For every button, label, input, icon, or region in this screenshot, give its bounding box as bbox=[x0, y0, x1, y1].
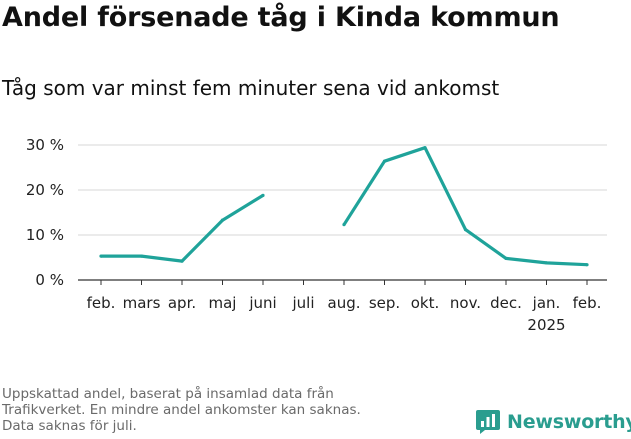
x-tick-labels: feb. mars apr. maj juni juli aug. sep. okt. nov. d… bbox=[87, 294, 602, 334]
footnote-line: Trafikverket. En mindre andel ankomster … bbox=[2, 402, 361, 418]
x-tick-label: sep. bbox=[369, 294, 400, 312]
data-point bbox=[180, 259, 184, 263]
data-point bbox=[342, 223, 346, 227]
footnote-line: Data saknas för juli. bbox=[2, 418, 137, 434]
x-tick-label: apr. bbox=[168, 294, 196, 312]
x-tick-label: dec. bbox=[490, 294, 522, 312]
x-year-label: 2025 bbox=[527, 316, 565, 334]
data-point bbox=[261, 193, 265, 197]
data-point bbox=[463, 228, 468, 232]
data-point bbox=[382, 159, 387, 163]
series-line-segment bbox=[342, 146, 588, 267]
y-tick-label: 30 % bbox=[26, 136, 64, 154]
chart-subtitle: Tåg som var minst fem minuter sena vid a… bbox=[2, 76, 500, 100]
x-tick-label: feb. bbox=[573, 294, 602, 312]
x-tick-label: okt. bbox=[411, 294, 440, 312]
data-point bbox=[139, 254, 144, 258]
data-point bbox=[99, 254, 103, 258]
x-tick-label: jan. bbox=[532, 294, 561, 312]
x-tick-label: feb. bbox=[87, 294, 116, 312]
data-point bbox=[423, 146, 427, 150]
brand-logo: Newsworthy bbox=[476, 407, 631, 437]
footnote: Uppskattad andel, baserat på insamlad da… bbox=[2, 386, 442, 434]
x-tick-label: juni bbox=[248, 294, 276, 312]
x-tick-label: juli bbox=[291, 294, 314, 312]
grid-lines bbox=[78, 144, 607, 236]
x-tick-label: nov. bbox=[450, 294, 481, 312]
y-tick-labels: 0 % 10 % 20 % 30 % bbox=[26, 136, 64, 289]
data-point bbox=[220, 218, 225, 222]
y-tick-label: 0 % bbox=[35, 271, 64, 289]
y-tick-label: 10 % bbox=[26, 226, 64, 244]
x-tick-label: mars bbox=[123, 294, 161, 312]
data-point bbox=[504, 256, 508, 260]
newsworthy-logo-icon bbox=[476, 410, 500, 434]
y-tick-label: 20 % bbox=[26, 181, 64, 199]
x-axis bbox=[78, 279, 607, 285]
x-tick-label: maj bbox=[209, 294, 237, 312]
chart-title: Andel försenade tåg i Kinda kommun bbox=[2, 2, 560, 33]
data-point bbox=[585, 263, 589, 267]
footnote-line: Uppskattad andel, baserat på insamlad da… bbox=[2, 386, 334, 402]
series-lines bbox=[99, 146, 589, 267]
data-point bbox=[544, 261, 549, 265]
brand-name: Newsworthy bbox=[507, 411, 631, 433]
x-tick-label: aug. bbox=[328, 294, 361, 312]
series-line-segment bbox=[101, 194, 264, 263]
